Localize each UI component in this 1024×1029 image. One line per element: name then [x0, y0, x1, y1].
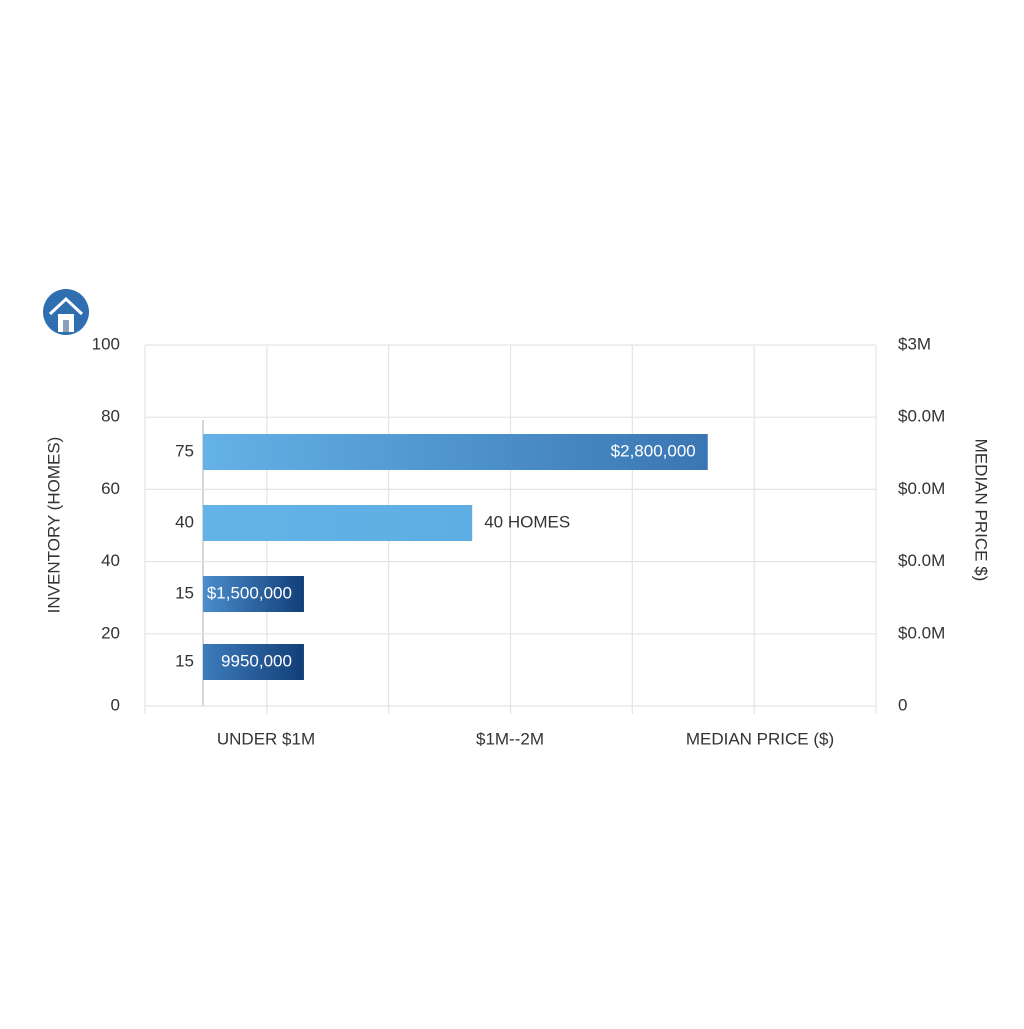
y-tick-label: 20 [101, 623, 120, 642]
bar [203, 644, 304, 680]
y2-tick-label: $0.0M [898, 551, 945, 570]
y2-axis-label: MEDIAN PRICE $) [972, 439, 991, 582]
x-tick-label: UNDER $1M [217, 729, 315, 748]
y2-tick-label: $3M [898, 334, 931, 353]
y-tick-label: 100 [92, 334, 120, 353]
y2-tick-label: $0.0M [898, 623, 945, 642]
bar-count-label: 15 [175, 583, 194, 602]
bar-count-label: 40 [175, 512, 194, 531]
value-label: 40 HOMES [484, 512, 570, 531]
bar-count-label: 75 [175, 441, 194, 460]
bar [203, 576, 304, 612]
y-tick-label: 60 [101, 479, 120, 498]
y-axis-label: INVENTORY (HOMES) [44, 437, 63, 614]
bar [203, 434, 708, 470]
x-tick-label: MEDIAN PRICE ($) [686, 729, 834, 748]
bar [203, 505, 473, 541]
y-tick-label: 0 [111, 695, 120, 714]
value-label: $2,800,000 [611, 441, 696, 460]
y-tick-label: 80 [101, 407, 120, 426]
house-icon [43, 289, 89, 335]
y2-tick-label: 0 [898, 695, 907, 714]
value-label: $1,500,000 [207, 583, 292, 602]
value-label: 9950,000 [221, 651, 292, 670]
x-tick-label: $1M--2M [476, 729, 544, 748]
y2-tick-label: $0.0M [898, 479, 945, 498]
y-tick-label: 40 [101, 551, 120, 570]
bar-count-label: 15 [175, 651, 194, 670]
y2-tick-label: $0.0M [898, 407, 945, 426]
